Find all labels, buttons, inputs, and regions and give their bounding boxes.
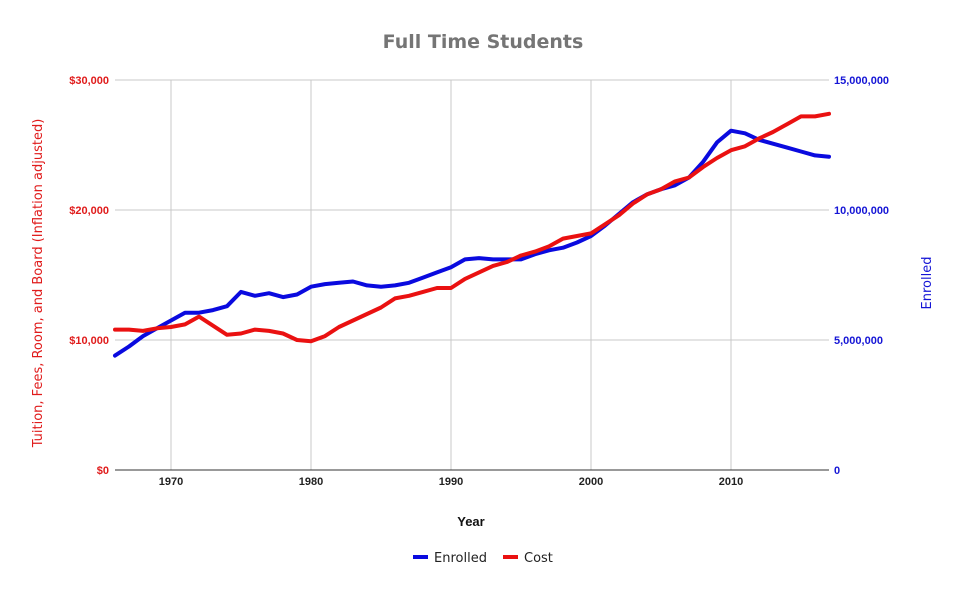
left-axis-ticks: $0 $10,000 $20,000 $30,000 <box>69 75 109 477</box>
x-tick-label: 2010 <box>719 476 743 488</box>
left-tick-label: $30,000 <box>69 75 109 87</box>
legend-label-enrolled: Enrolled <box>434 551 487 566</box>
x-tick-label: 1990 <box>439 476 463 488</box>
series-layer <box>113 111 831 358</box>
right-tick-label: 10,000,000 <box>834 205 889 217</box>
left-axis-label: Tuition, Fees, Room, and Board (Inflatio… <box>31 119 46 449</box>
grid-lines <box>115 79 829 470</box>
right-tick-label: 5,000,000 <box>834 335 883 347</box>
legend: Enrolled Cost <box>413 551 553 566</box>
left-tick-label: $0 <box>97 465 109 477</box>
right-axis-label: Enrolled <box>920 257 935 310</box>
x-tick-label: 2000 <box>579 476 603 488</box>
left-tick-label: $20,000 <box>69 205 109 217</box>
x-tick-label: 1980 <box>299 476 323 488</box>
legend-label-cost: Cost <box>524 551 553 566</box>
x-axis-label: Year <box>457 514 484 529</box>
right-tick-label: 0 <box>834 465 840 477</box>
series-line-cost <box>113 111 831 344</box>
right-tick-label: 15,000,000 <box>834 75 889 87</box>
left-tick-label: $10,000 <box>69 335 109 347</box>
right-axis-ticks: 0 5,000,000 10,000,000 15,000,000 <box>834 75 889 477</box>
x-axis-ticks: 1970 1980 1990 2000 2010 <box>159 476 743 488</box>
x-tick-label: 1970 <box>159 476 183 488</box>
series-line-enrolled <box>113 128 831 358</box>
chart-title: Full Time Students <box>383 31 584 53</box>
